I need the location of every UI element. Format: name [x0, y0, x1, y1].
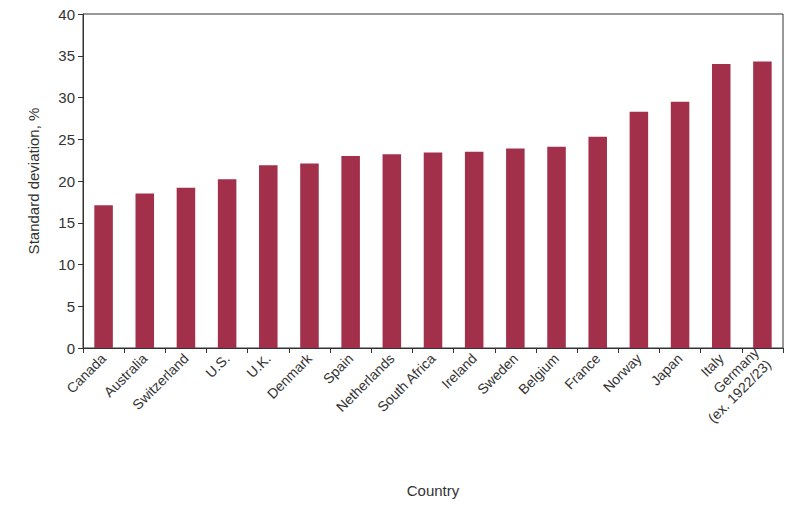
svg-text:Spain: Spain — [320, 350, 357, 387]
svg-text:20: 20 — [58, 173, 75, 190]
svg-text:South Africa: South Africa — [374, 350, 439, 415]
svg-text:30: 30 — [58, 89, 75, 106]
svg-text:U.S.: U.S. — [202, 350, 233, 381]
svg-text:40: 40 — [58, 6, 75, 23]
svg-text:U.K.: U.K. — [243, 350, 274, 381]
svg-text:Ireland: Ireland — [438, 350, 480, 392]
svg-text:Country: Country — [407, 482, 460, 499]
svg-text:Netherlands: Netherlands — [332, 350, 398, 415]
svg-text:0: 0 — [67, 340, 75, 357]
svg-text:35: 35 — [58, 47, 75, 64]
svg-text:Belgium: Belgium — [515, 350, 562, 397]
svg-text:Canada: Canada — [63, 350, 110, 397]
svg-text:Australia: Australia — [100, 350, 151, 401]
svg-text:Italy: Italy — [697, 350, 727, 380]
svg-text:Switzerland: Switzerland — [129, 350, 191, 412]
svg-text:5: 5 — [67, 298, 75, 315]
svg-text:(ex. 1922/23): (ex. 1922/23) — [704, 356, 774, 426]
svg-text:25: 25 — [58, 131, 75, 148]
svg-text:Sweden: Sweden — [474, 350, 521, 397]
svg-text:France: France — [561, 350, 603, 392]
svg-text:Denmark: Denmark — [264, 350, 316, 402]
svg-text:15: 15 — [58, 214, 75, 231]
svg-text:Norway: Norway — [600, 350, 645, 395]
svg-text:Germany: Germany — [710, 344, 763, 397]
svg-text:Japan: Japan — [647, 350, 685, 388]
svg-text:Standard deviation, %: Standard deviation, % — [25, 108, 42, 255]
svg-text:10: 10 — [58, 256, 75, 273]
